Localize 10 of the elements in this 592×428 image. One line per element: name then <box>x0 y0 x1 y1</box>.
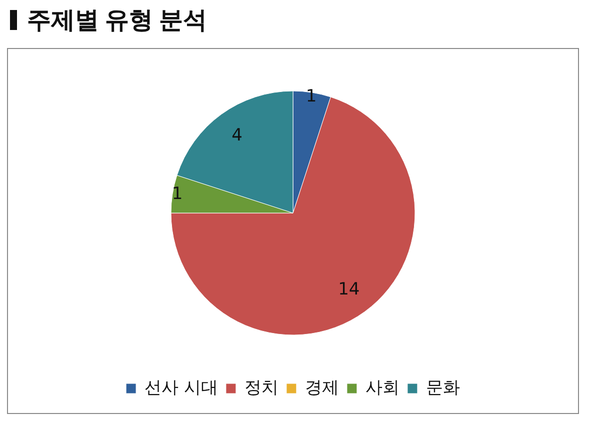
data-label: 1 <box>306 86 317 107</box>
legend-label: 사회 <box>365 378 400 398</box>
legend-label: 선사 시대 <box>144 378 218 398</box>
legend-label: 정치 <box>244 378 278 398</box>
legend-label: 문화 <box>426 378 460 398</box>
data-label: 1 <box>172 184 183 204</box>
data-label: 14 <box>338 279 360 300</box>
data-label: 4 <box>232 125 242 146</box>
legend-label: 경제 <box>304 378 339 398</box>
chart-title: 주제별 유형 분석 <box>27 7 207 36</box>
